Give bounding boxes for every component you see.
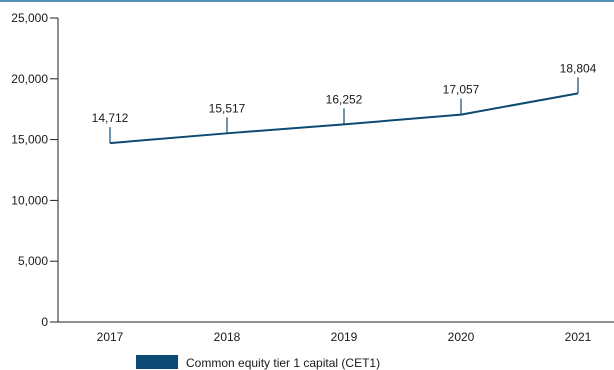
legend-swatch	[136, 355, 178, 369]
y-tick-label: 20,000	[11, 72, 48, 86]
data-labels: 14,712 15,517 16,252 17,057 18,804	[92, 61, 597, 144]
y-axis: 0 5,000 10,000 15,000 20,000 25,000	[11, 11, 59, 329]
x-tick-label: 2021	[565, 330, 592, 344]
y-tick-label: 5,000	[18, 254, 48, 268]
data-label: 15,517	[209, 101, 246, 115]
data-label: 17,057	[443, 83, 480, 97]
x-tick-label: 2017	[97, 330, 124, 344]
legend: Common equity tier 1 capital (CET1)	[136, 355, 380, 370]
x-tick-label: 2020	[448, 330, 475, 344]
data-label: 18,804	[560, 61, 597, 75]
y-tick-label: 10,000	[11, 193, 48, 207]
x-tick-label: 2018	[214, 330, 241, 344]
x-axis: 2017 2018 2019 2020 2021	[58, 321, 614, 344]
y-tick-label: 15,000	[11, 133, 48, 147]
y-tick-label: 0	[41, 315, 48, 329]
data-label: 16,252	[326, 92, 363, 106]
x-tick-label: 2019	[331, 330, 358, 344]
y-tick-label: 25,000	[11, 11, 48, 25]
data-label: 14,712	[92, 111, 129, 125]
legend-label: Common equity tier 1 capital (CET1)	[186, 356, 380, 370]
